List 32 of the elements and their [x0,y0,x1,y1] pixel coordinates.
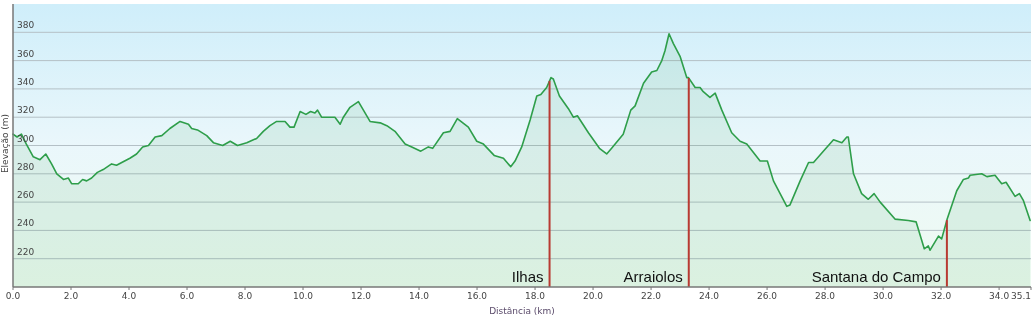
y-tick-label: 220 [17,246,35,257]
y-axis-title: Elevação (m) [0,113,10,174]
x-tick-label: 10.0 [293,291,314,301]
ref-line-label: Santana do Campo [811,268,941,285]
x-tick-label: 16.0 [467,291,488,301]
x-tick-label: 28.0 [815,291,836,301]
x-tick-label: 24.0 [699,291,720,301]
y-tick-label: 360 [17,48,35,59]
y-tick-label: 280 [17,161,35,172]
x-tick-label: 2.0 [63,291,79,301]
x-tick-label: 18.0 [525,291,546,301]
x-tick-label: 32.0 [931,291,952,301]
x-tick-label: 22.0 [641,291,662,301]
x-axis-title: Distância (km) [489,306,555,316]
x-tick-label: 12.0 [351,291,372,301]
ref-line-label: Ilhas [511,268,544,285]
x-tick-label: 35.1 [1010,291,1031,301]
x-tick-label: 30.0 [873,291,894,301]
y-tick-label: 340 [17,76,35,87]
ref-line-label: Arraiolos [623,268,683,285]
x-tick-label: 14.0 [409,291,430,301]
x-tick-label: 0.0 [5,291,21,301]
x-tick-label: 34.0 [989,291,1010,301]
x-tick-label: 8.0 [237,291,253,301]
x-tick-label: 26.0 [757,291,778,301]
y-tick-label: 380 [17,20,35,31]
y-tick-label: 260 [17,190,35,201]
y-tick-label: 320 [17,105,35,116]
x-tick-label: 6.0 [179,291,195,301]
x-tick-label: 4.0 [121,291,137,301]
x-tick-label: 20.0 [583,291,604,301]
y-tick-label: 240 [17,218,35,229]
